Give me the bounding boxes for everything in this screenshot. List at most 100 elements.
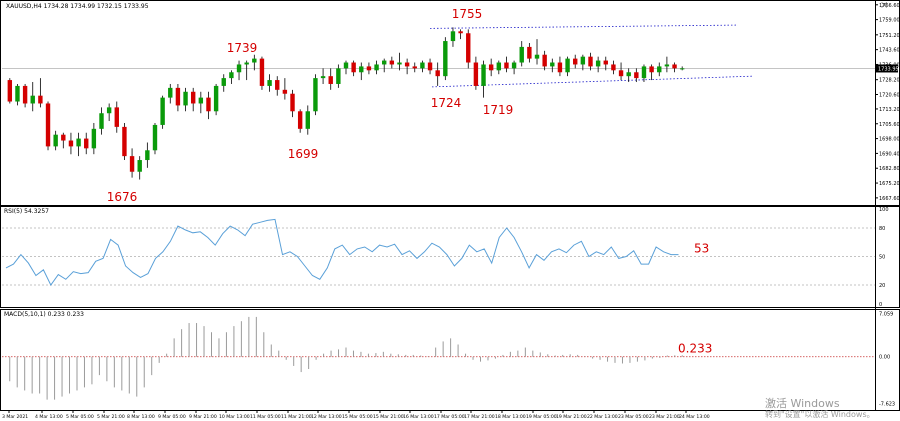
candle-body xyxy=(221,78,226,86)
time-tick-label: 17 Mar 05:00 xyxy=(434,414,465,420)
candle-body xyxy=(267,80,272,86)
price-tick-label: 1720.60 xyxy=(879,93,900,99)
candle-body xyxy=(213,85,219,112)
candle-body xyxy=(61,134,66,141)
candle-body xyxy=(336,68,341,84)
candle-body xyxy=(343,62,349,69)
time-tick-label: 23 Mar 21:00 xyxy=(649,414,680,420)
rsi-value-label: 53 xyxy=(694,242,709,256)
time-tick-label: 3 Mar 2021 xyxy=(2,414,28,420)
candle-body xyxy=(443,41,448,77)
candle-body xyxy=(611,64,616,71)
time-tick-label: 16 Mar 13:00 xyxy=(403,414,434,420)
candle-body xyxy=(244,62,249,65)
rsi-line xyxy=(5,218,679,286)
activation-watermark-line1: 激活 Windows xyxy=(765,397,840,410)
candle-body xyxy=(252,58,257,63)
price-tick-label: 1675.20 xyxy=(879,181,900,187)
time-tick-label: 15 Mar 05:00 xyxy=(342,414,373,420)
activation-watermark-line2: 转到"设置"以激活 Windows。 xyxy=(765,410,875,419)
candle-body xyxy=(22,85,28,104)
candle-body xyxy=(412,66,417,69)
time-tick-label: 23 Mar 05:00 xyxy=(618,414,649,420)
candle-body xyxy=(99,113,104,129)
price-tick-label: 1690.40 xyxy=(879,151,900,157)
time-tick-label: 5 Mar 05:00 xyxy=(66,414,94,420)
swing-level-label: 1739 xyxy=(227,41,258,55)
price-tick-label: 1743.60 xyxy=(879,48,900,54)
candle-body xyxy=(382,60,387,65)
candle-body xyxy=(404,62,410,67)
candle-body xyxy=(30,95,35,104)
price-tick-label: 1759.00 xyxy=(879,18,900,24)
candle-body xyxy=(68,140,74,147)
candle-body xyxy=(374,64,379,71)
candle-body xyxy=(580,56,586,65)
candle-body xyxy=(297,111,303,129)
candle-body xyxy=(206,97,211,112)
candle-body xyxy=(106,107,112,114)
candle-body xyxy=(389,60,395,65)
candle-body xyxy=(435,70,440,77)
rsi-tick-label: 0 xyxy=(879,302,882,308)
candle-body xyxy=(152,124,158,151)
candle-body xyxy=(328,76,333,84)
candle-body xyxy=(473,62,479,86)
candle-body xyxy=(657,66,662,73)
candle-body xyxy=(366,66,372,71)
candle-body xyxy=(397,62,402,65)
candle-body xyxy=(420,62,425,69)
candle-body xyxy=(481,64,486,86)
candle-body xyxy=(15,85,20,102)
time-tick-label: 10 Mar 13:00 xyxy=(219,414,250,420)
rsi-tick-label: 20 xyxy=(879,283,885,289)
candle-body xyxy=(450,31,456,42)
candle-body xyxy=(519,46,524,63)
candle-body xyxy=(550,62,555,67)
candle-body xyxy=(534,54,540,59)
close-button[interactable]: × xyxy=(880,0,889,11)
candle-body xyxy=(229,72,234,79)
time-tick-label: 9 Mar 05:00 xyxy=(158,414,186,420)
candle-body xyxy=(275,80,280,90)
time-tick-label: 24 Mar 13:00 xyxy=(679,414,710,420)
swing-level-label: 1699 xyxy=(288,147,319,161)
swing-level-label: 1724 xyxy=(431,96,462,110)
candle-body xyxy=(129,156,135,172)
candle-body xyxy=(649,66,654,73)
time-tick-label: 19 Mar 21:00 xyxy=(556,414,587,420)
candle-body xyxy=(511,62,517,69)
macd-tick-label: -7.623 xyxy=(879,401,895,407)
time-tick-label: 4 Mar 13:00 xyxy=(35,414,63,420)
time-tick-label: 17 Mar 21:00 xyxy=(464,414,495,420)
candle-body xyxy=(542,54,547,67)
candle-body xyxy=(573,58,578,65)
candle-body xyxy=(351,62,356,73)
price-tick-label: 1682.80 xyxy=(879,166,900,172)
channel-upper-line xyxy=(429,24,739,29)
candle-body xyxy=(190,91,196,104)
candle-body xyxy=(679,68,685,70)
time-tick-label: 11 Mar 05:00 xyxy=(250,414,281,420)
current-price-marker xyxy=(876,64,898,73)
candle-body xyxy=(359,66,364,73)
candle-body xyxy=(91,128,97,149)
macd-tick-label: 0.00 xyxy=(879,355,890,361)
candle-body xyxy=(53,134,58,147)
candle-body xyxy=(183,91,188,106)
candle-body xyxy=(168,87,173,98)
candle-body xyxy=(320,76,326,79)
rsi-tick-label: 80 xyxy=(879,226,885,232)
time-tick-label: 18 Mar 13:00 xyxy=(495,414,526,420)
candle-body xyxy=(488,64,494,71)
time-tick-label: 15 Mar 21:00 xyxy=(373,414,404,420)
candle-body xyxy=(198,97,204,104)
time-tick-label: 9 Mar 21:00 xyxy=(189,414,217,420)
time-tick-label: 8 Mar 13:00 xyxy=(127,414,155,420)
candle-body xyxy=(160,97,165,125)
candle-body xyxy=(7,80,13,102)
candle-body xyxy=(114,107,119,127)
candle-body xyxy=(290,93,295,112)
